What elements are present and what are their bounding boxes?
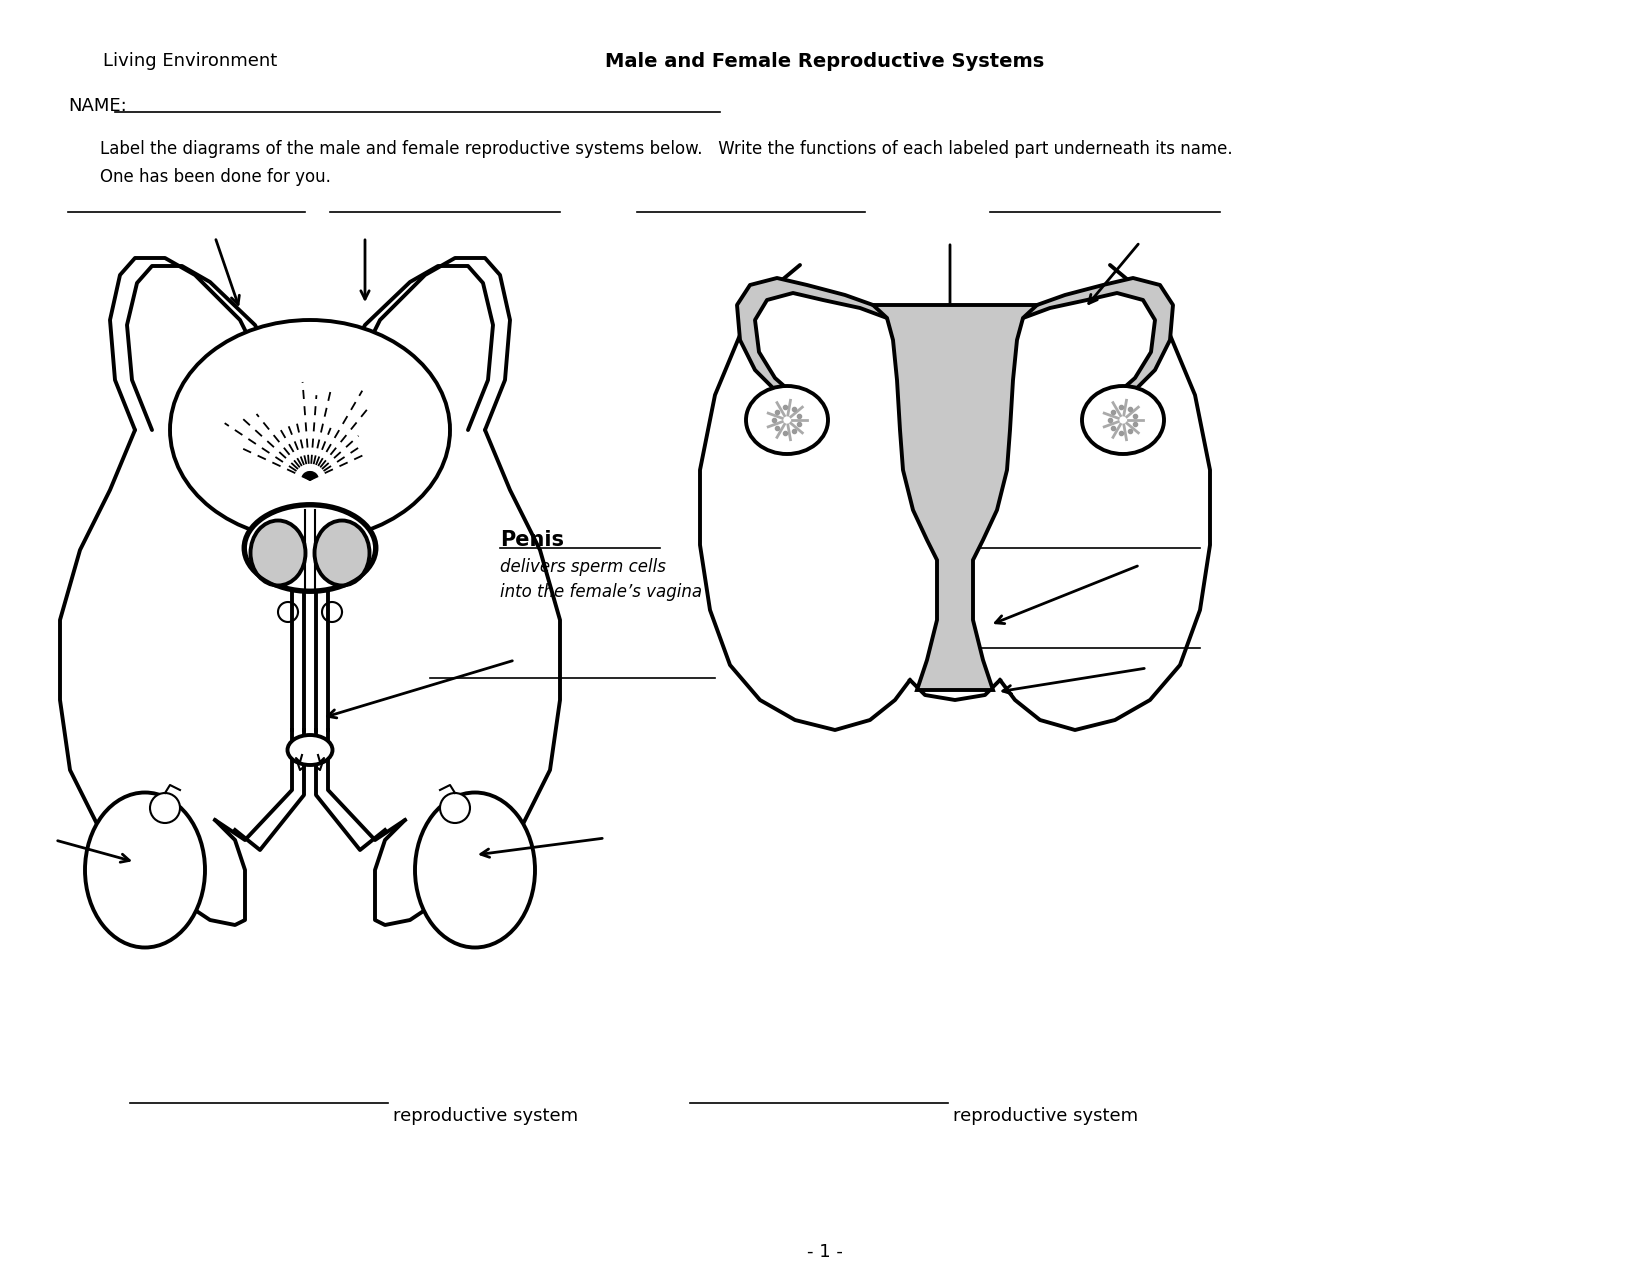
Text: reproductive system: reproductive system (953, 1107, 1138, 1125)
Text: into the female’s vagina: into the female’s vagina (500, 583, 702, 601)
Circle shape (441, 793, 471, 822)
Ellipse shape (746, 386, 829, 454)
Ellipse shape (314, 520, 370, 585)
Polygon shape (873, 305, 1037, 690)
Text: Male and Female Reproductive Systems: Male and Female Reproductive Systems (606, 52, 1045, 71)
Ellipse shape (414, 793, 535, 947)
Ellipse shape (244, 505, 375, 590)
Ellipse shape (287, 734, 332, 765)
Text: Label the diagrams of the male and female reproductive systems below.   Write th: Label the diagrams of the male and femal… (101, 140, 1233, 158)
Circle shape (150, 793, 180, 822)
Text: - 1 -: - 1 - (807, 1243, 844, 1261)
Ellipse shape (251, 520, 305, 585)
Text: One has been done for you.: One has been done for you. (101, 168, 330, 186)
Polygon shape (1024, 278, 1172, 412)
Text: Living Environment: Living Environment (102, 52, 277, 70)
Ellipse shape (1081, 386, 1164, 454)
Text: Penis: Penis (500, 530, 565, 550)
Text: NAME:: NAME: (68, 97, 127, 115)
Text: delivers sperm cells: delivers sperm cells (500, 558, 665, 576)
Ellipse shape (84, 793, 205, 947)
Ellipse shape (170, 320, 451, 541)
Text: reproductive system: reproductive system (393, 1107, 578, 1125)
Polygon shape (736, 278, 887, 412)
